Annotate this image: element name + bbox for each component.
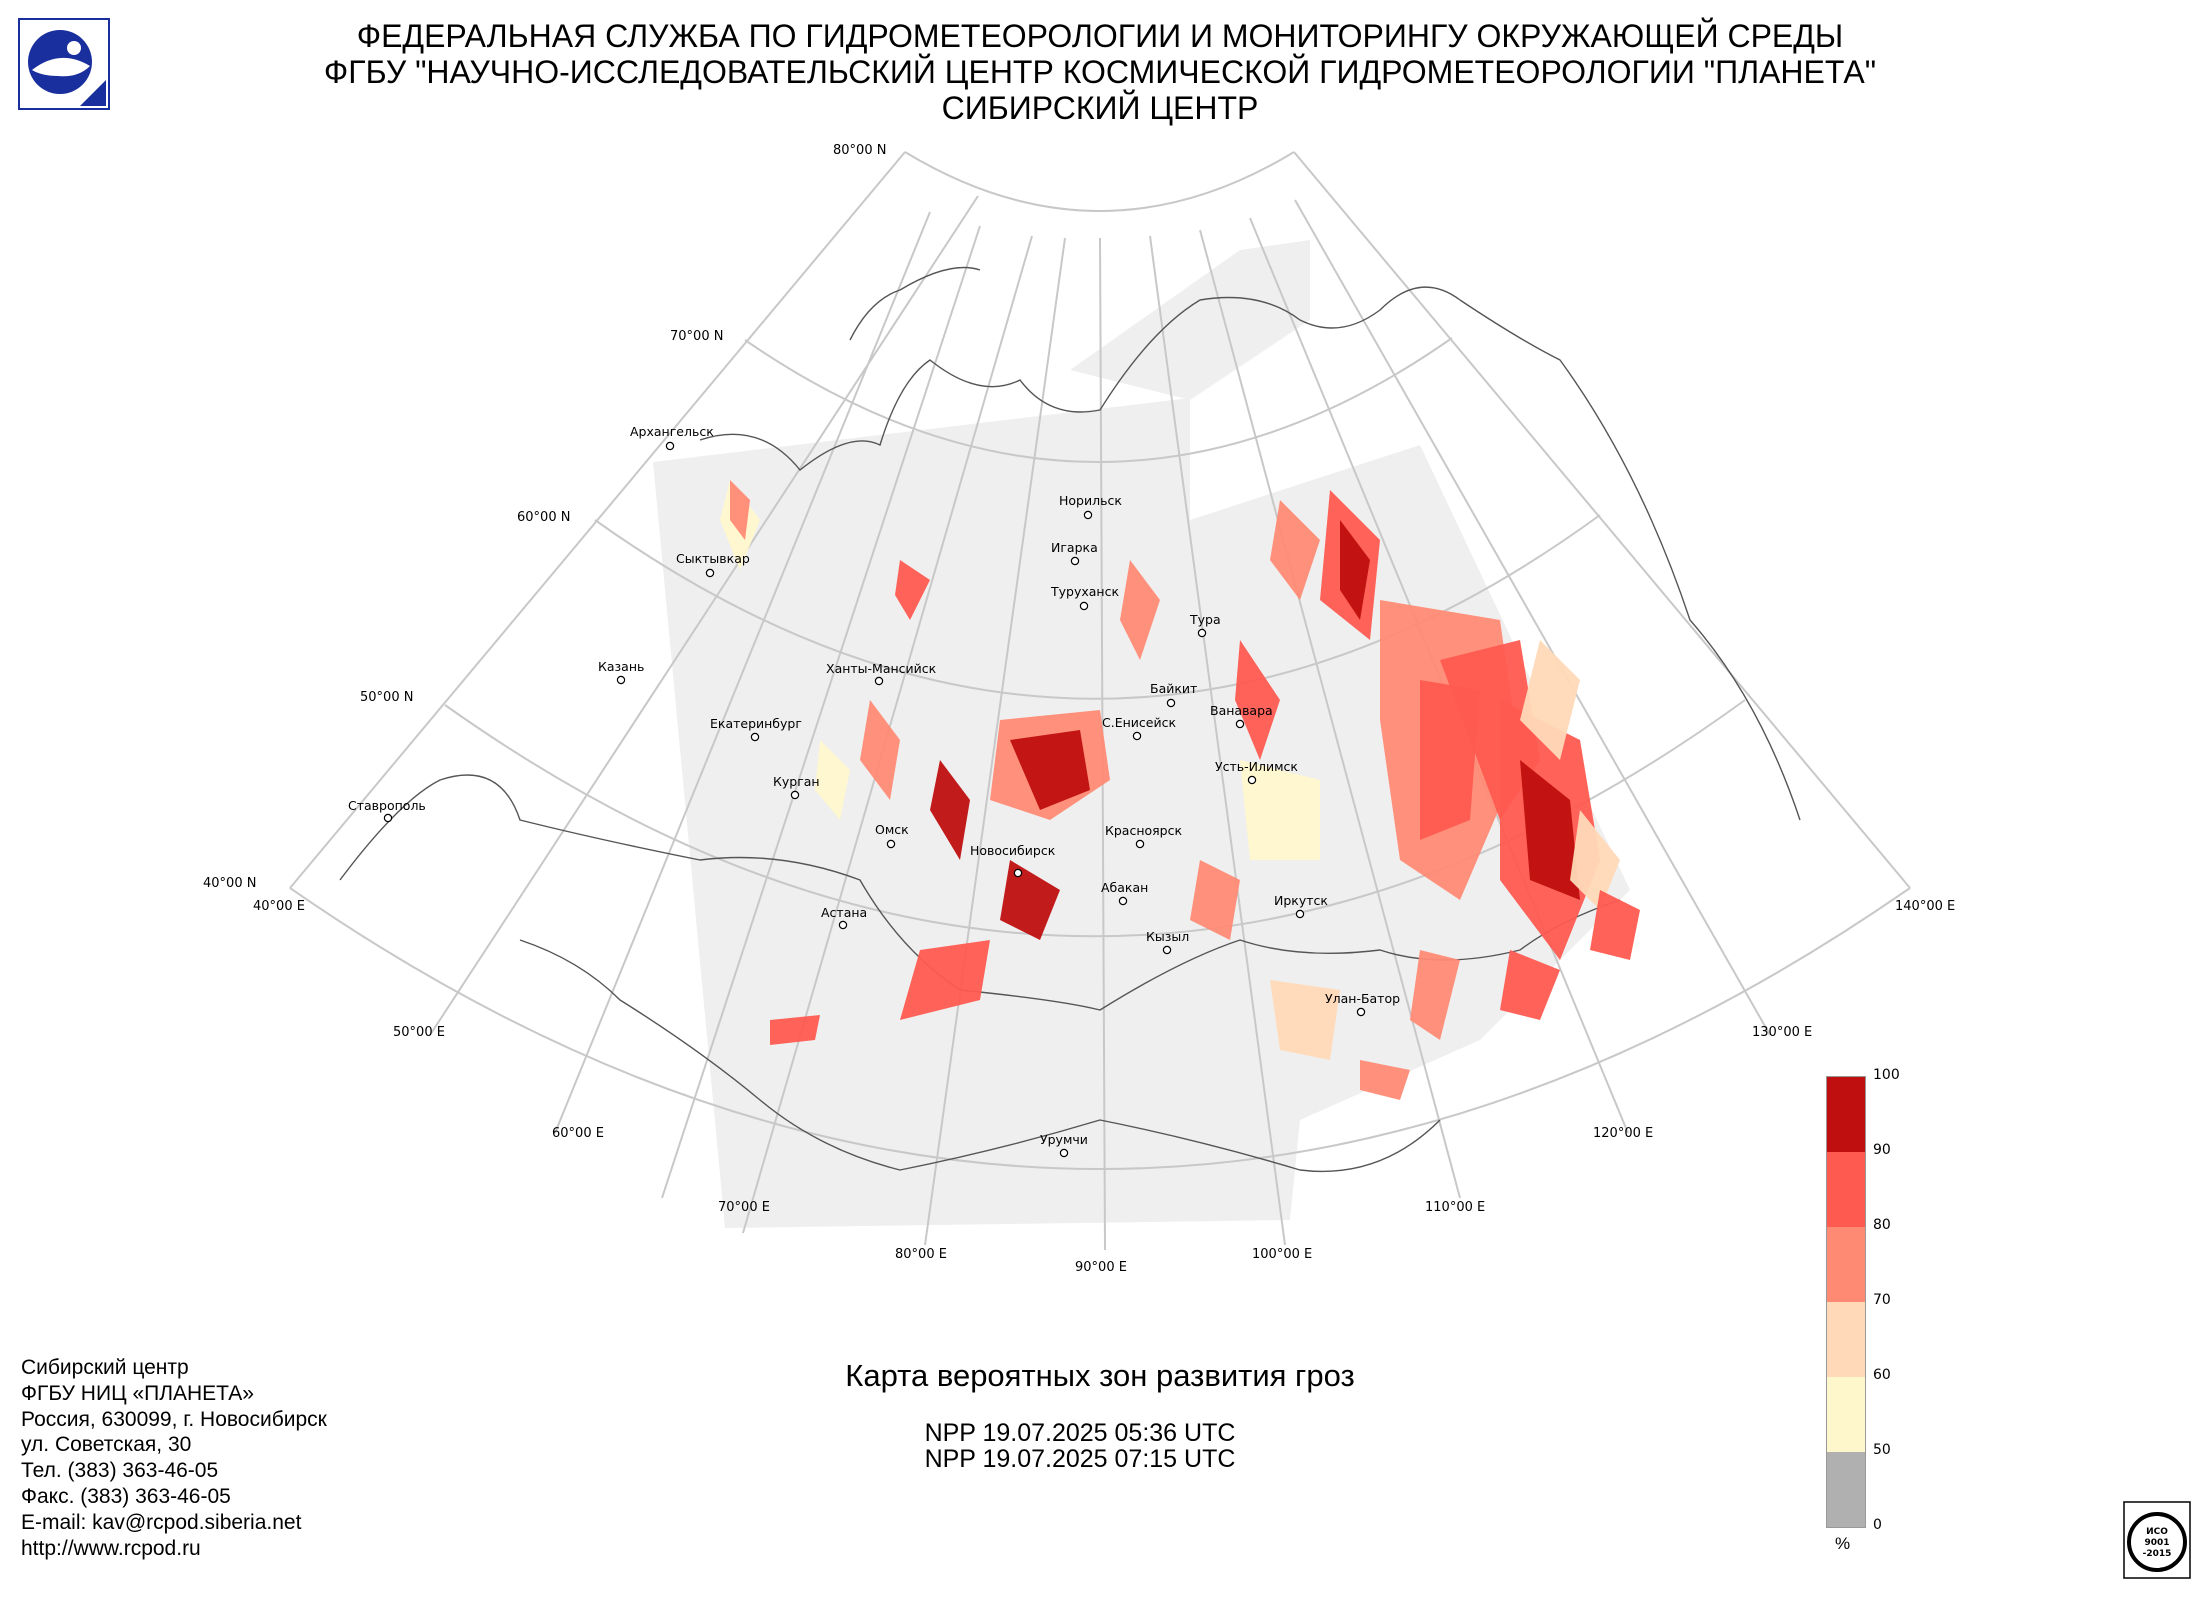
contact-website[interactable]: http://www.rcpod.ru: [21, 1536, 201, 1560]
colorbar-tick-0: 0: [1873, 1517, 1882, 1533]
lon-label-140: 140°00 E: [1895, 899, 1955, 914]
city-omsk: Омск: [875, 822, 909, 837]
lon-label-110: 110°00 E: [1425, 1200, 1485, 1215]
contact-info: Сибирский центр ФГБУ НИЦ «ПЛАНЕТА» Росси…: [21, 1355, 327, 1561]
lon-label-130: 130°00 E: [1752, 1025, 1812, 1040]
city-kyzyl: Кызыл: [1146, 929, 1189, 944]
city-ulaanbaatar: Улан-Батор: [1325, 991, 1400, 1006]
colorbar-tick-60: 60: [1873, 1367, 1891, 1383]
lon-label-70: 70°00 E: [718, 1200, 770, 1215]
city-norilsk: Норильск: [1059, 493, 1122, 508]
iso-line-3: -2015: [2143, 1549, 2172, 1559]
city-abakan: Абакан: [1101, 880, 1148, 895]
city-s-yeniseysk: С.Енисейск: [1102, 715, 1176, 730]
lat-label-70: 70°00 N: [670, 329, 723, 344]
cities: Архангельск Сыктывкар Казань Ставрополь …: [348, 424, 1400, 1158]
lon-label-100: 100°00 E: [1252, 1247, 1312, 1262]
city-kurgan: Курган: [773, 774, 820, 789]
city-astana: Астана: [821, 905, 867, 920]
lat-label-60: 60°00 N: [517, 510, 570, 525]
lon-label-60: 60°00 E: [552, 1126, 604, 1141]
satellite-pass-1: NPP 19.07.2025 05:36 UTC: [924, 1419, 1236, 1447]
colorbar-segment-70-80: [1827, 1227, 1865, 1302]
contact-phone: Тел. (383) 363-46-05: [21, 1459, 219, 1483]
header-line-1: ФЕДЕРАЛЬНАЯ СЛУЖБА ПО ГИДРОМЕТЕОРОЛОГИИ …: [356, 18, 1844, 54]
city-baykit: Байкит: [1150, 681, 1197, 696]
city-turukhansk: Туруханск: [1050, 584, 1119, 599]
thunderstorm-probability-map: 80°00 N 70°00 N 60°00 N 50°00 N 40°00 N …: [203, 143, 1955, 1275]
contact-line: ул. Советская, 30: [21, 1433, 192, 1457]
graticule: [289, 151, 1911, 1251]
satellite-pass-2: NPP 19.07.2025 07:15 UTC: [924, 1445, 1236, 1473]
lat-label-50: 50°00 N: [360, 690, 413, 705]
contact-line: Россия, 630099, г. Новосибирск: [21, 1407, 327, 1431]
map-title: Карта вероятных зон развития гроз: [845, 1358, 1355, 1393]
colorbar-segment-90-100: [1827, 1077, 1865, 1152]
contact-fax: Факс. (383) 363-46-05: [21, 1484, 231, 1508]
lat-label-40: 40°00 N: [203, 876, 256, 891]
contact-line: Сибирский центр: [21, 1356, 189, 1379]
colorbar-tick-100: 100: [1873, 1067, 1900, 1083]
header-line-2: ФГБУ "НАУЧНО-ИССЛЕДОВАТЕЛЬСКИЙ ЦЕНТР КОС…: [323, 54, 1877, 90]
iso-certification-badge: ИСО 9001 -2015: [2123, 1501, 2191, 1579]
city-urumqi: Урумчи: [1040, 1132, 1088, 1147]
colorbar-segment-60-70: [1827, 1302, 1865, 1377]
contact-line: ФГБУ НИЦ «ПЛАНЕТА»: [21, 1381, 254, 1405]
city-syktyvkar: Сыктывкар: [676, 551, 750, 566]
colorbar-segment-80-90: [1827, 1152, 1865, 1227]
city-krasnoyarsk: Красноярск: [1105, 823, 1182, 838]
contact-email[interactable]: E-mail: kav@rcpod.siberia.net: [21, 1510, 302, 1534]
lon-label-50: 50°00 E: [393, 1025, 445, 1040]
probability-colorbar: [1826, 1076, 1866, 1528]
colorbar-segment-50-60: [1827, 1377, 1865, 1452]
iso-line-1: ИСО: [2146, 1527, 2168, 1537]
city-ust-ilimsk: Усть-Илимск: [1215, 759, 1298, 774]
city-novosibirsk: Новосибирск: [970, 843, 1056, 858]
colorbar-tick-70: 70: [1873, 1292, 1891, 1308]
colorbar-tick-80: 80: [1873, 1217, 1891, 1233]
city-yekaterinburg: Екатеринбург: [710, 716, 802, 731]
lat-label-80: 80°00 N: [833, 143, 886, 158]
city-stavropol: Ставрополь: [348, 798, 426, 813]
city-tura: Тура: [1189, 612, 1221, 627]
header-line-3: СИБИРСКИЙ ЦЕНТР: [941, 90, 1259, 126]
lon-label-90: 90°00 E: [1075, 1260, 1127, 1275]
storm-zones: [720, 480, 1640, 1100]
colorbar-segment-0-50: [1827, 1452, 1865, 1527]
colorbar-tick-50: 50: [1873, 1442, 1891, 1458]
iso-line-2: 9001: [2144, 1538, 2169, 1548]
planeta-logo: [18, 18, 110, 110]
lon-label-120: 120°00 E: [1593, 1126, 1653, 1141]
city-igarka: Игарка: [1051, 540, 1098, 555]
city-irkutsk: Иркутск: [1274, 893, 1328, 908]
colorbar-tick-90: 90: [1873, 1142, 1891, 1158]
colorbar-unit: %: [1835, 1534, 1851, 1553]
lon-label-80: 80°00 E: [895, 1247, 947, 1262]
lon-label-40: 40°00 E: [253, 899, 305, 914]
city-kazan: Казань: [598, 659, 644, 674]
city-vanavara: Ванавара: [1210, 703, 1273, 718]
city-khanty-mansiysk: Ханты-Мансийск: [826, 661, 937, 676]
city-arkhangelsk: Архангельск: [630, 424, 714, 439]
